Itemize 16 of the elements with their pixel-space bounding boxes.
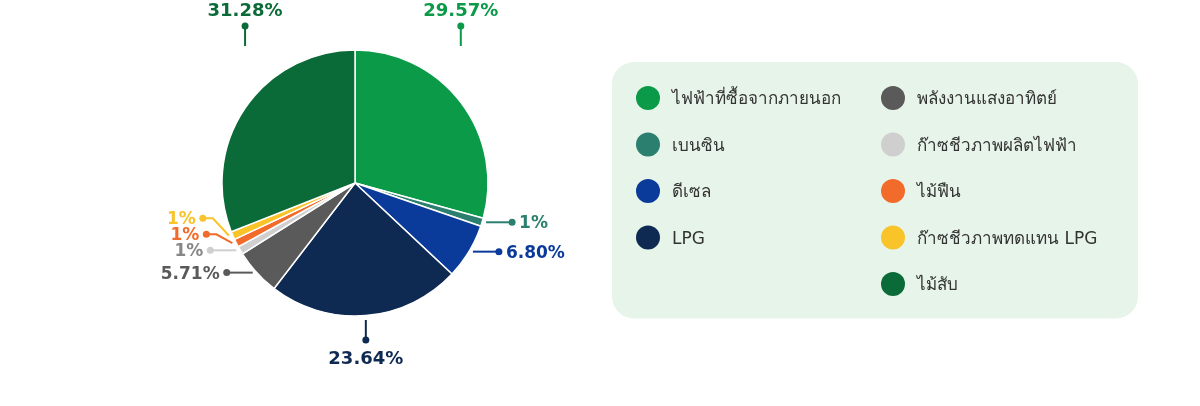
legend-label: ก๊าซชีวภาพผลิตไฟฟ้า — [917, 134, 1077, 155]
legend-label: เบนซิน — [672, 134, 725, 155]
data-label: 29.57% — [423, 0, 499, 20]
legend-label: LPG — [672, 227, 705, 248]
legend-label: พลังงานแสงอาทิตย์ — [917, 88, 1057, 108]
data-label: 5.71% — [160, 262, 220, 283]
data-label: 31.28% — [207, 0, 283, 20]
legend-label: ไม้ฟืน — [915, 181, 961, 201]
data-label: 1% — [174, 240, 204, 261]
data-label: 23.64% — [328, 347, 404, 368]
legend-label: ไฟฟ้าที่ซื้อจากภายนอก — [670, 86, 841, 108]
legend-label: ดีเซล — [672, 181, 711, 201]
legend-label: ก๊าซชีวภาพทดแทน LPG — [917, 227, 1098, 248]
data-label: 6.80% — [505, 241, 565, 262]
legend-label: ไม้สับ — [915, 274, 958, 294]
data-label: 1% — [519, 212, 548, 233]
